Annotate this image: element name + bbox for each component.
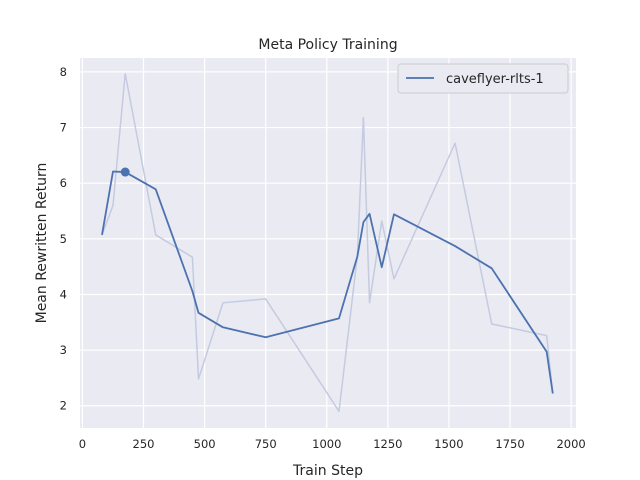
chart-title: Meta Policy Training <box>258 37 397 53</box>
x-tick-label: 1000 <box>312 437 341 451</box>
y-axis-label: Mean Rewritten Return <box>34 163 50 324</box>
plot-area <box>80 58 576 428</box>
y-tick-label: 4 <box>60 287 67 301</box>
x-tick-label: 1250 <box>373 437 402 451</box>
legend: caveflyer-rlts-1 <box>397 63 569 94</box>
x-tick-label: 250 <box>133 437 155 451</box>
x-tick-label: 1750 <box>495 437 524 451</box>
raw-series-line <box>101 72 554 413</box>
x-tick-label: 1500 <box>434 437 463 451</box>
y-tick-label: 2 <box>60 399 67 413</box>
series-layer <box>101 72 554 413</box>
x-tick-label: 0 <box>79 437 86 451</box>
x-tick-label: 2000 <box>556 437 585 451</box>
smoothed-series-line <box>101 170 554 394</box>
x-axis-label: Train Step <box>292 463 363 479</box>
y-tick-label: 5 <box>60 232 67 246</box>
y-tick-label: 7 <box>60 121 67 135</box>
y-tick-label: 8 <box>60 65 67 79</box>
y-tick-label: 3 <box>60 343 67 357</box>
x-tick-label: 750 <box>255 437 277 451</box>
x-tick-label: 500 <box>194 437 216 451</box>
ticks: 0 250 500 750 1000 1250 1500 1750 2000 2 3 4 5 6 7 8 <box>60 65 586 451</box>
legend-label: caveflyer-rlts-1 <box>446 72 544 87</box>
y-tick-label: 6 <box>60 176 67 190</box>
series-marker <box>120 167 130 177</box>
legend-box <box>397 63 569 94</box>
